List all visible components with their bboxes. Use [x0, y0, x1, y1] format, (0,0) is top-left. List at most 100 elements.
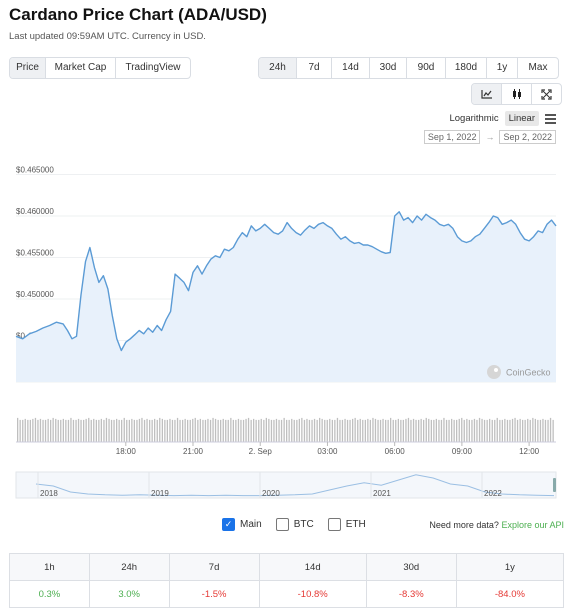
date-from-input[interactable]: Sep 1, 2022 [423, 130, 481, 144]
date-to-input[interactable]: Sep 2, 2022 [499, 130, 556, 144]
range-1y[interactable]: 1y [487, 58, 518, 78]
volume-bar [29, 419, 31, 442]
volume-bar [255, 419, 257, 442]
volume-bar [476, 419, 478, 442]
volume-bar [425, 417, 427, 442]
coingecko-logo-icon [487, 365, 501, 379]
volume-bar [207, 418, 209, 442]
volume-bar [189, 419, 191, 442]
volume-bar [116, 418, 118, 442]
volume-bar [390, 417, 392, 442]
volume-bar [511, 418, 514, 442]
range-30d[interactable]: 30d [370, 58, 407, 78]
perf-header-24h: 24h [88, 553, 170, 581]
volume-bar [133, 419, 135, 442]
volume-bar [296, 419, 298, 442]
volume-bar [537, 419, 539, 442]
volume-bar [110, 419, 113, 442]
perf-header-14d: 14d [258, 553, 367, 581]
range-14d[interactable]: 14d [332, 58, 370, 78]
volume-bar [184, 418, 186, 442]
volume-bar [402, 419, 404, 442]
range-90d[interactable]: 90d [407, 58, 446, 78]
volume-bar [547, 419, 549, 442]
perf-value-1y: -84.0% [455, 580, 565, 608]
volume-bar [423, 419, 425, 442]
volume-bar [220, 419, 222, 442]
toggle-btc[interactable]: BTC [275, 518, 314, 531]
y-tick-label: $0.455000 [16, 248, 54, 257]
volume-bar [187, 419, 189, 442]
volume-bar [387, 419, 389, 442]
volume-bar [471, 419, 473, 442]
last-updated-text: Last updated 09:59AM UTC. Currency in US… [9, 31, 206, 42]
volume-bar [42, 419, 44, 442]
volume-bar [182, 419, 184, 442]
volume-bar [123, 417, 125, 442]
volume-bar [382, 418, 384, 442]
range-max[interactable]: Max [528, 62, 548, 73]
volume-bar [552, 419, 554, 442]
volume-bar [194, 417, 196, 442]
tab-price[interactable]: Price [10, 58, 46, 78]
volume-bar [438, 419, 440, 442]
volume-bar [509, 419, 511, 442]
range-7d[interactable]: 7d [297, 58, 332, 78]
volume-bar [504, 418, 506, 442]
volume-bar [17, 417, 19, 442]
price-chart[interactable]: $0.465000$0.460000$0.455000$0.450000$0.4… [0, 150, 572, 505]
perf-value-24h: 3.0% [88, 580, 170, 608]
range-180d[interactable]: 180d [446, 58, 487, 78]
line-chart-icon[interactable] [472, 84, 502, 104]
volume-bar [415, 419, 417, 442]
volume-bar [466, 418, 468, 442]
scale-linear[interactable]: Linear [504, 111, 539, 126]
volume-bar [151, 419, 153, 442]
toggle-main[interactable]: ✓ Main [222, 518, 262, 531]
volume-bar [197, 419, 199, 442]
volume-bar [499, 419, 501, 442]
volume-bar [90, 419, 92, 442]
checkbox-icon[interactable] [327, 518, 341, 531]
volume-bar [179, 419, 181, 442]
volume-bar [362, 419, 364, 442]
tab-tradingview[interactable]: TradingView [125, 62, 181, 73]
toggle-eth[interactable]: ETH [327, 518, 366, 531]
checkbox-icon[interactable] [275, 518, 289, 531]
x-tick-label: 12:00 [519, 447, 540, 456]
volume-bar [369, 419, 371, 442]
volume-bar [138, 418, 141, 442]
page-title: Cardano Price Chart (ADA/USD) [9, 5, 267, 24]
scale-logarithmic[interactable]: Logarithmic [449, 113, 499, 124]
navigator-year-label: 2022 [484, 489, 502, 498]
toggle-btc-label: BTC [293, 519, 314, 530]
volume-bar [154, 418, 156, 442]
explore-api-link[interactable]: Explore our API [501, 520, 564, 530]
volume-bar [202, 419, 204, 442]
volume-bar [212, 417, 214, 442]
volume-bar [278, 419, 280, 442]
x-tick-label: 18:00 [116, 447, 137, 456]
volume-bar [209, 419, 212, 442]
volume-bar [98, 419, 100, 442]
volume-bar [283, 417, 285, 442]
volume-bar [478, 417, 481, 442]
navigator[interactable]: 2018 2019 2020 2021 2022 [15, 471, 557, 499]
volume-bar [542, 418, 544, 442]
tab-market-cap[interactable]: Market Cap [46, 58, 116, 78]
perf-header-7d: 7d [168, 553, 260, 581]
checkbox-checked-icon[interactable]: ✓ [222, 518, 235, 531]
volume-bar [159, 417, 161, 442]
candlestick-icon[interactable] [502, 84, 532, 104]
volume-bar [463, 419, 465, 442]
hamburger-menu-icon[interactable] [545, 112, 556, 126]
volume-bar [524, 419, 526, 442]
volume-bar [494, 419, 496, 442]
volume-bar [227, 419, 229, 442]
volume-bar [77, 418, 80, 442]
volume-bar [250, 419, 252, 442]
range-24h[interactable]: 24h [259, 58, 297, 78]
volume-bar [136, 419, 138, 442]
fullscreen-icon[interactable] [532, 84, 561, 104]
volume-bar [534, 418, 536, 442]
